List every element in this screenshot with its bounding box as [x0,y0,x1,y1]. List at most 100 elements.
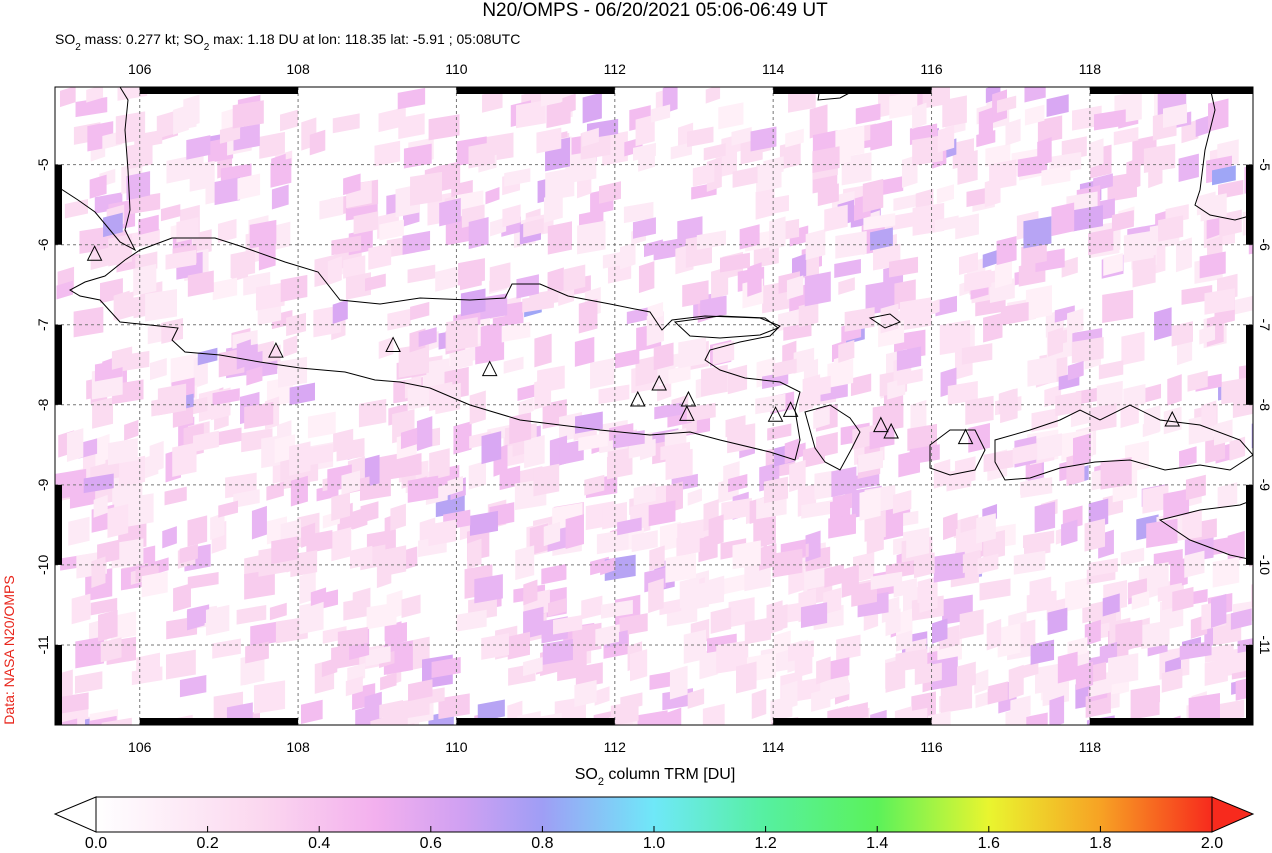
y-tick-label-right: -9 [1257,479,1272,492]
so2-pixel [877,176,904,196]
so2-pixel [1037,433,1062,461]
y-tick-label-left: -10 [35,555,51,575]
so2-pixel [1108,653,1139,686]
so2-pixel [846,702,868,722]
frame-bar [55,484,62,565]
so2-pixel [307,411,336,439]
so2-pixel [984,177,1001,208]
so2-pixel [1031,408,1058,432]
so2-pixel [594,686,610,706]
volcano [782,401,799,417]
colorbar-tick-label: 0.0 [85,835,107,852]
x-tick-label-bottom: 106 [128,739,152,755]
colorbar-tick-label: 1.2 [754,835,776,852]
so2-pixel [370,716,388,725]
so2-pixel [617,517,642,536]
so2-pixel [728,474,748,493]
so2-pixel [1067,360,1084,381]
so2-pixel [172,442,197,477]
so2-pixel [507,631,530,660]
volcano [883,422,899,439]
so2-pixel [352,506,368,530]
colorbar-tick-label: 1.0 [643,835,665,852]
y-tick-label-left: -7 [35,318,51,331]
x-tick-label-bottom: 112 [604,739,627,755]
so2-pixel [783,322,812,341]
so2-pixel [811,688,831,712]
so2-pixel [915,188,934,210]
so2-pixel [379,699,404,719]
colorbar-tick-label: 1.6 [978,835,1000,852]
so2-pixel [943,512,958,541]
so2-pixel [789,459,806,493]
so2-pixel [1047,327,1064,357]
so2-pixel [1020,477,1045,495]
so2-pixel [170,353,197,386]
so2-pixel [1061,519,1078,547]
so2-pixel [271,536,299,565]
so2-pixel [210,512,225,541]
so2-pixel [428,519,457,547]
so2-pixel [612,430,645,449]
so2-pixel [280,109,299,132]
so2-pixel [781,680,798,711]
so2-pixel [958,252,978,275]
so2-pixel [350,545,373,569]
so2-pixel [407,383,434,411]
so2-pixel [518,397,534,416]
so2-pixel [1024,104,1045,126]
so2-pixel [1141,620,1170,650]
so2-pixel [66,428,84,462]
so2-pixel [985,143,1011,167]
so2-pixel [489,262,511,293]
so2-pixel [947,381,978,405]
so2-pixel [631,530,658,553]
so2-pixel [1131,590,1150,610]
frame-bar [55,644,62,725]
so2-pixel [332,299,348,324]
so2-pixel [474,574,503,604]
so2-pixel [299,600,324,635]
so2-pixel [428,114,460,141]
so2-pixel [1055,391,1082,417]
so2-pixel [189,160,215,192]
so2-pixel [1034,501,1056,533]
so2-pixel [964,269,992,292]
so2-pixel [739,224,760,250]
frame-bar [773,87,932,94]
so2-pixel [1089,403,1117,432]
so2-pixel [1162,103,1187,129]
so2-pixel [1163,488,1190,519]
so2-pixel [160,204,181,222]
frame-bar [1246,644,1253,725]
so2-pixel [756,494,787,520]
subtitle-part: max: 1.18 DU at lon: 118.35 lat: -5.91 ;… [209,31,520,47]
so2-pixel [1088,138,1104,169]
so2-pixel [1208,98,1229,132]
so2-pixel [365,645,391,667]
so2-pixel [1088,558,1118,577]
so2-pixel [548,598,567,617]
so2-pixel [942,95,967,128]
so2-pixel [736,661,757,694]
so2-pixel [220,163,252,181]
so2-pixel [502,321,531,343]
so2-pixel [280,519,302,543]
so2-pixel [280,274,308,302]
so2-pixel [183,94,200,129]
so2-pixel [1230,608,1252,630]
so2-pixel [937,125,955,153]
so2-pixel [136,652,160,680]
so2-pixel [1067,308,1084,336]
so2-pixel [869,426,895,450]
so2-pixel [635,355,658,387]
so2-pixel [133,263,157,296]
so2-pixel [809,104,828,139]
so2-pixel [380,672,397,691]
so2-pixel [835,231,867,259]
so2-pixel [321,657,338,678]
y-tick-label-right: -11 [1257,635,1272,654]
so2-pixel [653,342,674,371]
so2-pixel [1061,256,1078,278]
so2-pixel [331,235,362,256]
